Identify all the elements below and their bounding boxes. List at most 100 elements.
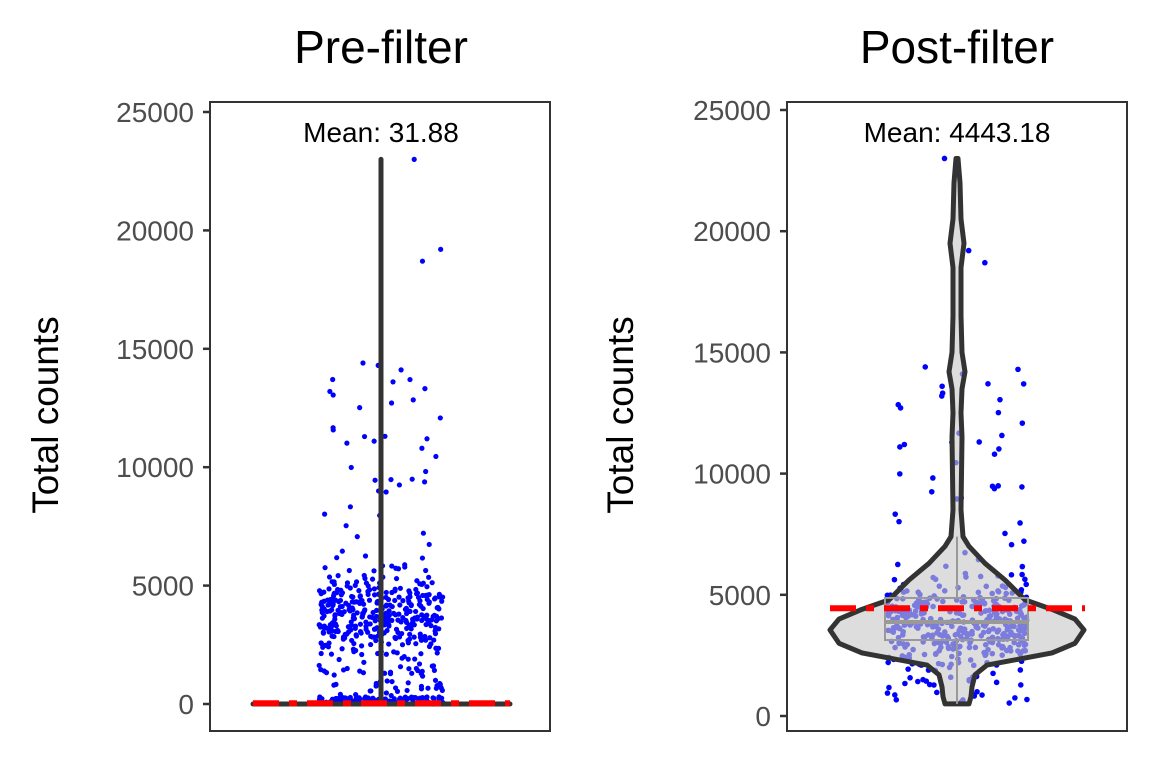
data-point (344, 440, 350, 446)
data-point (394, 650, 400, 656)
data-point (330, 392, 336, 398)
data-point (367, 614, 373, 620)
data-point (428, 623, 434, 629)
data-point (425, 685, 431, 691)
data-point (393, 575, 400, 582)
data-point (414, 616, 420, 622)
data-point (342, 695, 348, 701)
data-point (387, 669, 394, 675)
data-point (361, 608, 367, 614)
data-point (357, 598, 363, 605)
data-point (1022, 576, 1028, 583)
data-point (332, 621, 339, 627)
data-point (333, 681, 339, 687)
data-point (320, 630, 327, 636)
data-point (433, 645, 439, 651)
data-point (389, 563, 395, 569)
y-tick-label: 10000 (693, 459, 771, 490)
data-point (401, 653, 407, 660)
data-point (407, 590, 413, 596)
data-point (318, 640, 324, 646)
data-point (398, 367, 404, 373)
data-point (327, 625, 334, 632)
data-point (356, 588, 362, 594)
data-point (383, 620, 389, 627)
data-point (383, 690, 389, 696)
data-point (371, 592, 378, 598)
data-point (414, 590, 421, 596)
data-point (365, 591, 371, 598)
data-point (995, 409, 1002, 416)
panel-pre-filter: Pre-filter Total counts Mean: 31.88 0 500… (25, 21, 551, 732)
y-axis-label: Total counts (25, 316, 66, 513)
data-point (424, 694, 430, 700)
data-point (368, 641, 374, 648)
data-point (423, 468, 429, 475)
data-point (894, 561, 901, 568)
data-point (407, 594, 413, 600)
data-point (399, 642, 406, 648)
data-point (327, 622, 333, 628)
data-point (357, 668, 363, 674)
data-point (327, 388, 333, 395)
data-point (435, 604, 441, 611)
data-point (438, 246, 444, 252)
data-point (976, 439, 983, 445)
data-point (907, 675, 913, 681)
data-point (396, 634, 403, 640)
data-point (331, 591, 337, 597)
data-point (353, 692, 359, 698)
data-point (371, 586, 377, 592)
data-point (363, 619, 369, 625)
data-point (363, 623, 369, 629)
data-point (411, 695, 417, 701)
data-point (323, 670, 330, 676)
data-point (346, 567, 352, 574)
data-point (336, 599, 342, 605)
data-point (432, 624, 439, 631)
data-point (393, 635, 399, 642)
data-point (1006, 700, 1013, 706)
data-point (389, 589, 395, 596)
data-point (397, 585, 403, 591)
data-point (418, 683, 425, 689)
data-point (326, 574, 333, 580)
data-point (418, 651, 424, 657)
data-point (406, 598, 412, 604)
data-point (329, 596, 335, 602)
data-point (914, 678, 921, 685)
data-point (362, 553, 369, 559)
y-tick-label: 5000 (132, 571, 194, 602)
data-point (322, 642, 328, 648)
data-point (996, 446, 1002, 452)
data-point (405, 695, 411, 702)
data-point (344, 665, 350, 672)
data-point (439, 598, 445, 604)
data-point (349, 637, 355, 644)
data-point (326, 640, 332, 646)
y-tick-label: 25000 (693, 95, 771, 126)
data-point (884, 690, 891, 696)
data-point (1017, 520, 1023, 526)
data-point (388, 476, 394, 483)
data-point (431, 667, 438, 673)
data-point (1008, 541, 1015, 548)
data-point (342, 631, 348, 638)
y-tick-label: 0 (755, 701, 771, 732)
data-point (357, 621, 364, 627)
data-point (416, 661, 423, 667)
y-tick-label: 0 (178, 689, 194, 720)
data-point (930, 475, 936, 481)
data-point (353, 632, 359, 638)
data-point (349, 593, 355, 600)
data-point (336, 656, 342, 663)
data-point (406, 666, 412, 672)
data-point (343, 523, 349, 529)
y-tick-label: 5000 (709, 580, 771, 611)
data-point (334, 555, 340, 561)
data-point (331, 633, 337, 640)
data-point (905, 666, 911, 672)
data-point (361, 659, 367, 665)
data-point (318, 591, 324, 597)
plot-border (209, 101, 551, 732)
